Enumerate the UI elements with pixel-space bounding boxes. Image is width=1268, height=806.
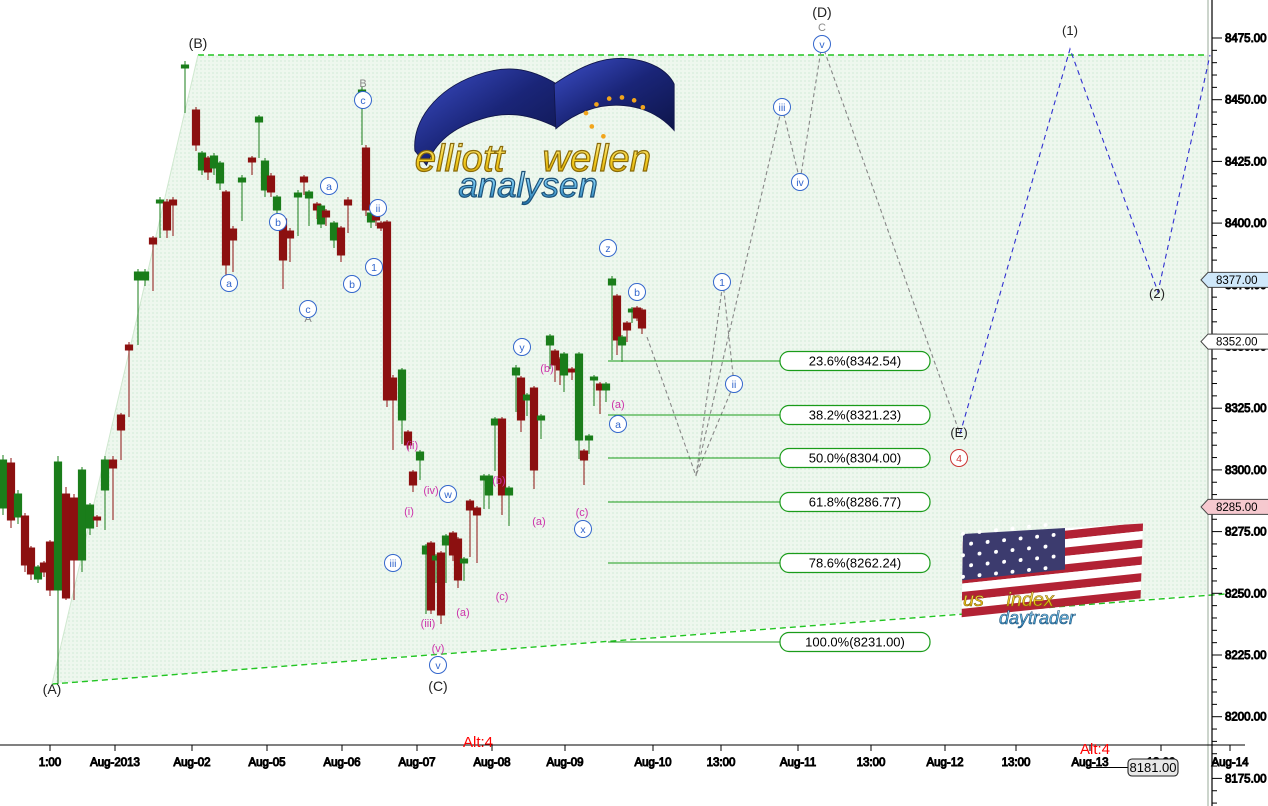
- svg-text:(ii): (ii): [406, 440, 418, 452]
- svg-text:Alt:4: Alt:4: [1080, 741, 1110, 758]
- svg-text:x: x: [580, 524, 586, 536]
- svg-text:iii: iii: [779, 102, 786, 114]
- svg-text:index: index: [1007, 589, 1055, 611]
- svg-text:c: c: [305, 304, 310, 316]
- svg-text:61.8%(8286.77): 61.8%(8286.77): [809, 495, 902, 510]
- svg-text:(1): (1): [1062, 23, 1078, 38]
- svg-text:Aug-11: Aug-11: [780, 757, 816, 769]
- svg-text:C: C: [818, 22, 826, 34]
- svg-text:38.2%(8321.23): 38.2%(8321.23): [809, 408, 902, 423]
- svg-text:Aug-06: Aug-06: [323, 757, 360, 769]
- svg-text:ii: ii: [376, 203, 381, 215]
- svg-text:8450.00: 8450.00: [1225, 95, 1267, 107]
- svg-text:a: a: [326, 181, 332, 193]
- svg-text:8200.00: 8200.00: [1225, 712, 1267, 724]
- svg-text:(E): (E): [950, 425, 967, 440]
- svg-text:(C): (C): [428, 678, 447, 694]
- svg-text:13:00: 13:00: [1002, 757, 1031, 769]
- svg-text:8400.00: 8400.00: [1225, 218, 1267, 230]
- svg-text:iii: iii: [390, 558, 397, 570]
- svg-text:B: B: [359, 78, 366, 90]
- svg-text:(c): (c): [576, 507, 589, 519]
- svg-text:(i): (i): [404, 506, 414, 518]
- svg-text:8425.00: 8425.00: [1225, 156, 1267, 168]
- svg-text:Aug-12: Aug-12: [926, 757, 963, 769]
- svg-text:1: 1: [371, 262, 377, 274]
- svg-text:y: y: [519, 342, 525, 354]
- svg-text:4: 4: [956, 453, 962, 465]
- svg-text:(A): (A): [43, 681, 62, 697]
- svg-text:13:00: 13:00: [707, 757, 736, 769]
- svg-text:(c): (c): [496, 591, 509, 603]
- svg-text:1: 1: [719, 277, 725, 289]
- svg-text:b: b: [634, 287, 640, 299]
- svg-text:v: v: [819, 39, 825, 51]
- svg-text:78.6%(8262.24): 78.6%(8262.24): [809, 556, 902, 571]
- svg-text:Aug-2013: Aug-2013: [90, 757, 140, 769]
- svg-text:1:00: 1:00: [39, 757, 61, 769]
- svg-text:8181.00: 8181.00: [1130, 760, 1177, 775]
- svg-text:(a): (a): [532, 516, 545, 528]
- svg-text:8225.00: 8225.00: [1225, 650, 1267, 662]
- svg-text:z: z: [605, 243, 610, 255]
- svg-text:b: b: [349, 279, 355, 291]
- svg-text:8175.00: 8175.00: [1225, 773, 1267, 785]
- svg-text:Aug-02: Aug-02: [173, 757, 210, 769]
- svg-text:8325.00: 8325.00: [1225, 403, 1267, 415]
- svg-text:c: c: [360, 95, 365, 107]
- svg-text:23.6%(8342.54): 23.6%(8342.54): [809, 354, 902, 369]
- svg-text:b: b: [275, 217, 281, 229]
- svg-text:(B): (B): [189, 35, 208, 51]
- svg-text:(iii): (iii): [421, 618, 436, 630]
- svg-text:Aug-07: Aug-07: [398, 757, 435, 769]
- svg-text:8377.00: 8377.00: [1216, 275, 1258, 287]
- svg-text:(a): (a): [611, 399, 624, 411]
- svg-text:(a): (a): [456, 607, 469, 619]
- svg-text:50.0%(8304.00): 50.0%(8304.00): [809, 451, 902, 466]
- svg-text:8300.00: 8300.00: [1225, 465, 1267, 477]
- svg-text:(v): (v): [432, 643, 445, 655]
- svg-text:iv: iv: [796, 177, 804, 189]
- svg-text:8250.00: 8250.00: [1225, 588, 1267, 600]
- svg-text:(D): (D): [812, 4, 831, 20]
- svg-text:Alt:4: Alt:4: [463, 734, 493, 751]
- svg-text:v: v: [435, 660, 441, 672]
- svg-text:(b): (b): [540, 363, 553, 375]
- svg-text:(b): (b): [492, 475, 505, 487]
- svg-text:Aug-08: Aug-08: [473, 757, 510, 769]
- svg-text:8352.00: 8352.00: [1216, 337, 1258, 349]
- svg-text:a: a: [226, 278, 232, 290]
- svg-text:8275.00: 8275.00: [1225, 527, 1267, 539]
- svg-text:daytrader: daytrader: [999, 608, 1076, 628]
- svg-text:w: w: [443, 489, 452, 501]
- svg-text:100.0%(8231.00): 100.0%(8231.00): [805, 635, 905, 650]
- svg-text:Aug-10: Aug-10: [634, 757, 671, 769]
- svg-text:8285.00: 8285.00: [1216, 502, 1258, 514]
- svg-text:(2): (2): [1149, 286, 1165, 301]
- svg-text:Aug-09: Aug-09: [546, 757, 583, 769]
- svg-text:analysen: analysen: [458, 166, 597, 205]
- svg-text:a: a: [615, 419, 621, 431]
- svg-text:ii: ii: [732, 379, 737, 391]
- svg-text:Aug-14: Aug-14: [1211, 757, 1249, 769]
- svg-text:us: us: [963, 589, 984, 611]
- svg-text:Aug-05: Aug-05: [248, 757, 285, 769]
- svg-text:8475.00: 8475.00: [1225, 33, 1267, 45]
- svg-text:13:00: 13:00: [857, 757, 886, 769]
- svg-text:(iv): (iv): [423, 485, 438, 497]
